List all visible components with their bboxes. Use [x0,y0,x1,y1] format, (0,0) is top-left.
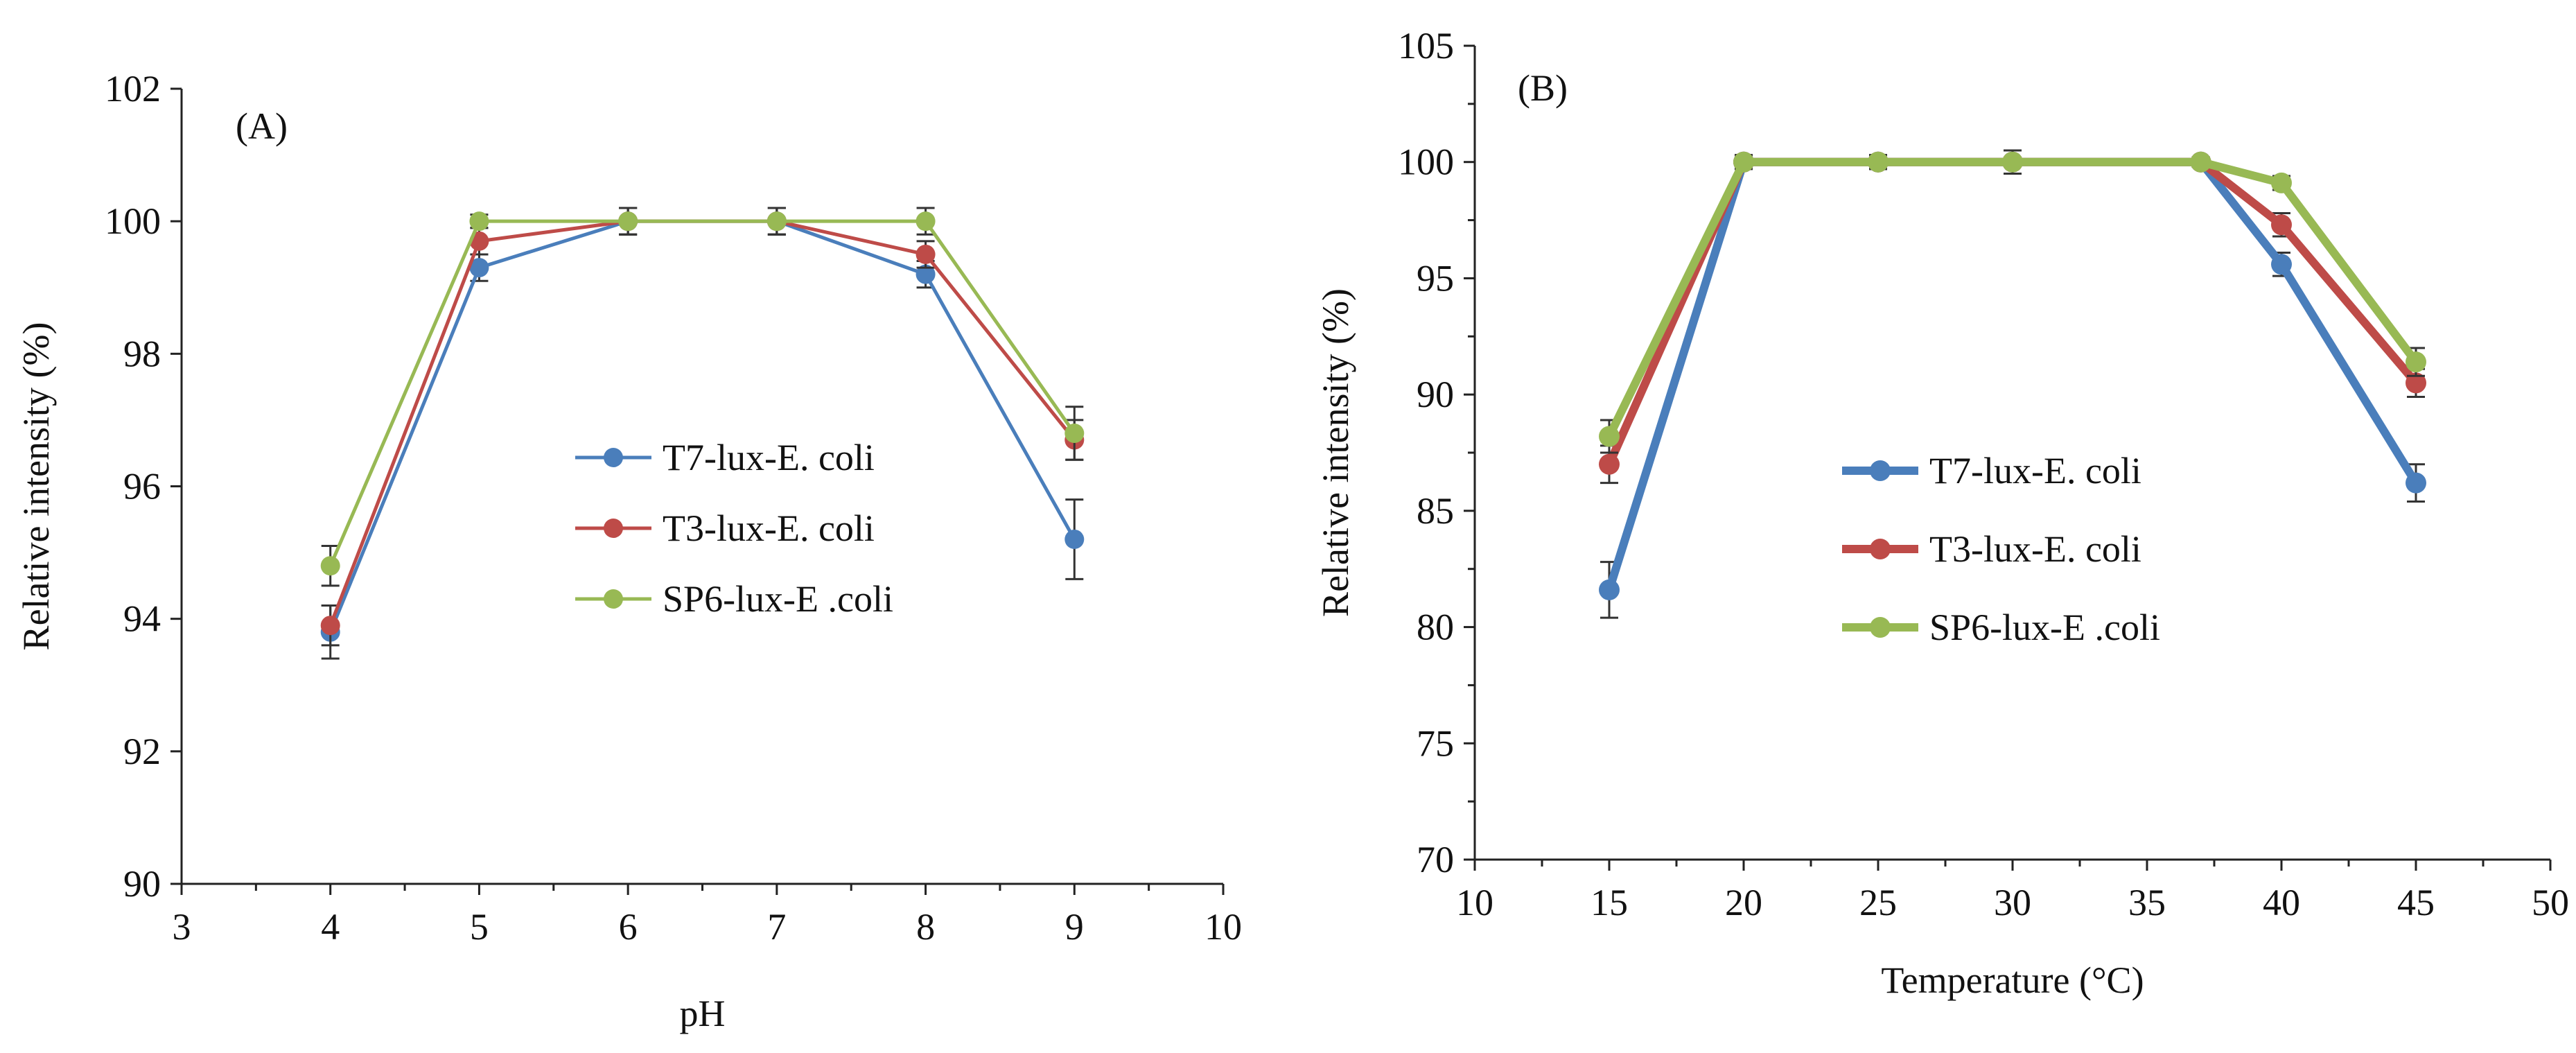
legend-label: T3-lux-E. coli [1929,528,2141,570]
data-point [618,211,638,232]
panel-label: (B) [1518,67,1568,109]
panel-label: (A) [236,105,288,147]
legend-item: SP6-lux-E .coli [1842,607,2160,648]
y-tick-label: 98 [123,333,161,374]
x-tick-label: 8 [916,906,935,948]
data-point [2406,351,2426,373]
y-tick-label: 95 [1417,257,1454,299]
data-point [2271,254,2292,275]
y-tick-label: 75 [1417,722,1454,764]
chart-panel-1: 90 92 94 96 98 100 102 3 4 5 6 7 8 9 10 pH Relative inte… [15,68,1242,1034]
data-point [1868,151,1889,173]
y-axis-title: Relative intensity (%) [15,322,57,651]
y-axis-title: Relative intensity (%) [1315,288,1356,617]
legend-item: T3-lux-E. coli [1842,528,2141,570]
legend-swatch-marker [604,519,623,538]
legend-item: T7-lux-E. coli [575,437,875,478]
x-tick-label: 25 [1859,882,1897,923]
x-tick-label: 40 [2263,882,2300,923]
x-tick-label: 45 [2397,882,2435,923]
data-point [1599,453,1620,475]
y-tick-label: 80 [1417,607,1454,648]
x-tick-label: 10 [1204,906,1242,948]
data-point [1733,151,1754,173]
legend-label: T7-lux-E. coli [1929,450,2141,491]
data-point [915,264,936,284]
y-tick-label: 85 [1417,490,1454,532]
y-tick-label: 90 [123,863,161,905]
data-point [2271,172,2292,193]
y-tick-label: 92 [123,731,161,772]
x-tick-label: 50 [2532,882,2569,923]
legend-swatch-marker [604,589,623,609]
legend-label: SP6-lux-E .coli [1929,607,2160,648]
legend-swatch-marker [604,448,623,467]
legend-label: T7-lux-E. coli [663,437,875,478]
legend: T7-lux-E. coli T3-lux-E. coli SP6-lux-E .c… [1842,450,2160,648]
x-tick-label: 30 [1994,882,2031,923]
legend-label: SP6-lux-E .coli [663,578,893,620]
data-point [2406,472,2426,494]
data-point [2271,214,2292,236]
data-point [320,616,340,636]
legend-item: T3-lux-E. coli [575,507,875,549]
data-point [2406,372,2426,394]
x-tick-label: 35 [2128,882,2166,923]
data-point [2190,151,2211,173]
x-tick-label: 6 [619,906,638,948]
legend-swatch-marker [1870,539,1891,559]
x-tick-label: 4 [321,906,340,948]
legend-item: SP6-lux-E .coli [575,578,893,620]
data-point [1064,424,1085,444]
data-point [1599,426,1620,447]
x-axis-title: pH [680,993,726,1034]
x-tick-label: 3 [173,906,191,948]
series-3 [1599,149,2426,454]
data-point [915,211,936,232]
x-axis-title: Temperature (°C) [1881,959,2144,1001]
x-tick-label: 7 [767,906,786,948]
x-tick-label: 20 [1725,882,1762,923]
legend: T7-lux-E. coli T3-lux-E. coli SP6-lux-E .c… [575,437,893,620]
legend-swatch-marker [1870,617,1891,638]
y-tick-label: 100 [1398,141,1454,183]
series-line [328,219,1076,633]
x-tick-label: 9 [1065,906,1084,948]
y-tick-label: 100 [105,200,161,242]
y-tick-label: 70 [1417,839,1454,880]
y-tick-label: 90 [1417,374,1454,415]
x-tick-label: 10 [1456,882,1493,923]
legend-swatch-marker [1870,460,1891,481]
data-point [766,211,787,232]
y-tick-label: 105 [1398,25,1454,67]
series-3 [320,207,1085,587]
series-line [328,219,1076,627]
x-tick-label: 15 [1591,882,1628,923]
y-tick-label: 96 [123,466,161,507]
data-point [1064,529,1085,549]
legend-item: T7-lux-E. coli [1842,450,2141,491]
chart-panel-2: 70 75 80 85 90 95 100 105 10 15 20 25 30 35 40 45 50 Temp… [1315,25,2569,1001]
data-point [1599,579,1620,600]
legend-label: T3-lux-E. coli [663,507,875,549]
series-line [1605,157,2420,591]
y-tick-label: 102 [105,68,161,110]
data-point [469,258,489,278]
series-line [328,219,1076,567]
y-tick-label: 94 [123,598,161,640]
data-point [2002,151,2023,173]
data-point [915,244,936,264]
x-tick-label: 5 [470,906,489,948]
data-point [469,211,489,232]
data-point [320,556,340,576]
